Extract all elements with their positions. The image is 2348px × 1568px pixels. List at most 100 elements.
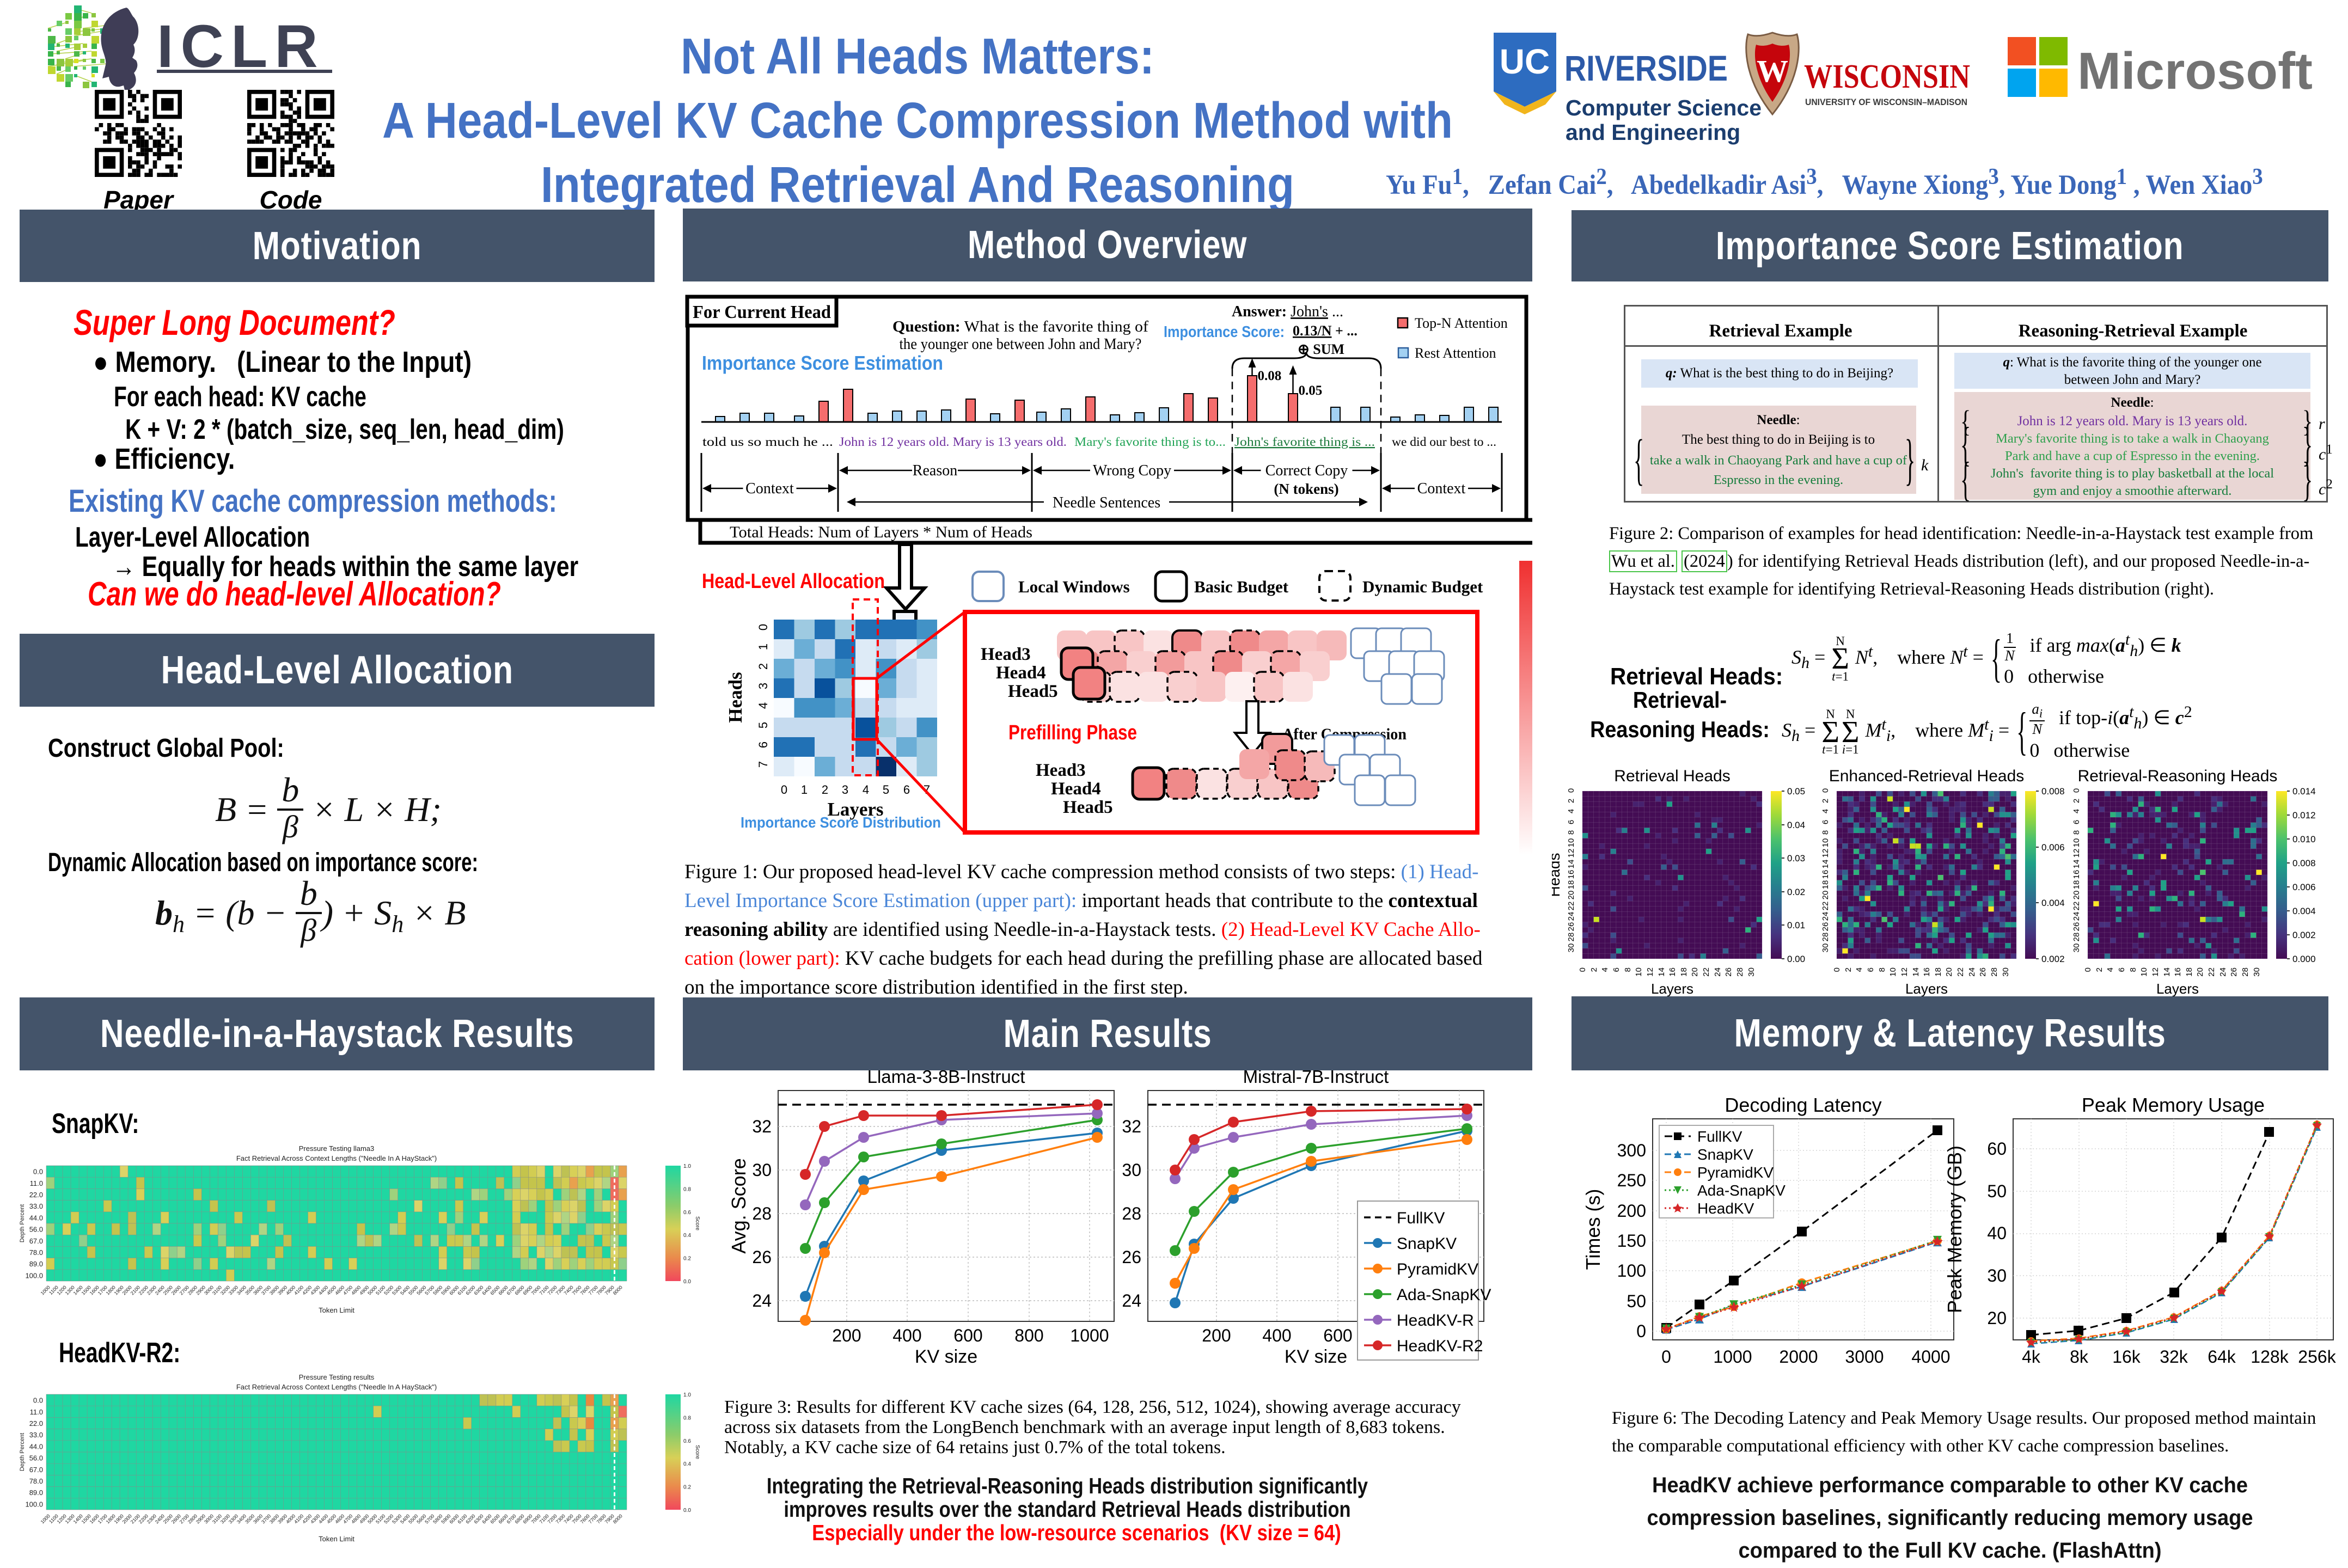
svg-text:Fact Retrieval Across Context: Fact Retrieval Across Context Lengths ("…: [236, 1154, 437, 1162]
svg-text:HeadKV-R: HeadKV-R: [1397, 1312, 1474, 1330]
svg-text:0.2: 0.2: [683, 1256, 691, 1262]
svg-text:0.8: 0.8: [683, 1186, 691, 1192]
svg-text:0: 0: [1661, 1347, 1671, 1367]
svg-text:18: 18: [2185, 967, 2194, 977]
svg-text:8000: 8000: [612, 1284, 623, 1296]
svg-text:1: 1: [756, 644, 770, 650]
svg-text:Layers: Layers: [1905, 981, 1948, 997]
svg-text:100: 100: [1617, 1261, 1646, 1281]
svg-text:Depth Percent: Depth Percent: [19, 1433, 26, 1471]
svg-text:0.008: 0.008: [2292, 858, 2316, 868]
svg-text:2: 2: [2095, 967, 2104, 972]
svg-text:4000: 4000: [1911, 1347, 1950, 1367]
svg-text:24: 24: [1122, 1291, 1141, 1310]
svg-text:3000: 3000: [1845, 1347, 1884, 1367]
svg-text:Pressure Testing results: Pressure Testing results: [299, 1373, 375, 1381]
svg-text:W: W: [1757, 53, 1788, 89]
svg-text:26: 26: [1821, 922, 1830, 932]
svg-text:30: 30: [1747, 967, 1756, 977]
svg-text:26: 26: [2229, 967, 2239, 977]
svg-text:Token Limit: Token Limit: [319, 1535, 354, 1543]
svg-text:Wrong Copy: Wrong Copy: [1093, 462, 1171, 479]
svg-text:0: 0: [1832, 967, 1842, 972]
svg-text:56.0: 56.0: [29, 1226, 43, 1234]
svg-text:20: 20: [1821, 891, 1830, 900]
svg-text:1000: 1000: [1713, 1347, 1752, 1367]
svg-text:28: 28: [1735, 967, 1745, 977]
svg-text:we did our best to ...: we did our best to ...: [1392, 435, 1496, 449]
svg-text:Score: Score: [694, 1216, 700, 1231]
svg-text:28: 28: [1122, 1204, 1141, 1223]
svg-text:20: 20: [2072, 891, 2081, 900]
svg-text:FullKV: FullKV: [1397, 1209, 1445, 1227]
svg-text:26: 26: [1978, 967, 1988, 977]
svg-text:30: 30: [1987, 1266, 2007, 1285]
svg-text:600: 600: [1323, 1326, 1352, 1345]
svg-text:28: 28: [1567, 933, 1576, 942]
svg-text:4: 4: [756, 702, 770, 709]
svg-text:Token Limit: Token Limit: [319, 1306, 354, 1314]
svg-text:50: 50: [1987, 1181, 2007, 1201]
svg-text:0.6: 0.6: [683, 1210, 691, 1216]
svg-text:16: 16: [1668, 967, 1677, 977]
svg-text:12: 12: [2151, 967, 2160, 977]
svg-text:Mistral-7B-Instruct: Mistral-7B-Instruct: [1243, 1070, 1389, 1087]
svg-text:128k: 128k: [2251, 1347, 2289, 1367]
svg-text:Enhanced-Retrieval Heads: Enhanced-Retrieval Heads: [1829, 767, 2025, 785]
svg-text:Heads: Heads: [725, 672, 746, 722]
svg-text:8: 8: [2129, 967, 2138, 972]
svg-text:14: 14: [1821, 860, 1830, 869]
svg-text:and Engineering: and Engineering: [1566, 120, 1740, 145]
svg-text:78.0: 78.0: [29, 1477, 43, 1485]
svg-text:Score: Score: [694, 1445, 700, 1460]
svg-text:20: 20: [1945, 967, 1954, 977]
svg-text:22: 22: [1956, 967, 1965, 977]
svg-text:Avg. Score: Avg. Score: [727, 1158, 750, 1253]
svg-text:30: 30: [2072, 944, 2081, 953]
svg-text:Rest Attention: Rest Attention: [1415, 345, 1496, 361]
svg-text:14: 14: [2162, 967, 2172, 977]
svg-text:0.04: 0.04: [1787, 820, 1805, 830]
svg-text:12: 12: [1567, 849, 1576, 858]
svg-text:12: 12: [1646, 967, 1655, 977]
svg-text:26: 26: [1724, 967, 1733, 977]
svg-text:Head4: Head4: [1051, 779, 1101, 799]
svg-text:28: 28: [2241, 967, 2250, 977]
svg-text:30: 30: [1567, 944, 1576, 953]
svg-text:12: 12: [2072, 849, 2081, 858]
svg-text:6: 6: [1821, 820, 1830, 824]
svg-text:22: 22: [2072, 902, 2081, 911]
svg-text:Peak Memory (GB): Peak Memory (GB): [1943, 1146, 1966, 1313]
svg-text:22.0: 22.0: [29, 1191, 43, 1199]
svg-text:16: 16: [2072, 870, 2081, 879]
svg-text:250: 250: [1617, 1171, 1646, 1190]
svg-text:4k: 4k: [2022, 1347, 2041, 1367]
svg-text:20: 20: [1567, 891, 1576, 900]
svg-text:2: 2: [756, 663, 770, 670]
svg-text:60: 60: [1987, 1139, 2007, 1159]
svg-text:John is 12 years old. Mary is: John is 12 years old. Mary is 13 years o…: [839, 435, 1067, 449]
svg-text:5: 5: [883, 783, 889, 797]
svg-text:22: 22: [1821, 902, 1830, 911]
svg-text:Total Heads: Num of Layers * N: Total Heads: Num of Layers * Num of Head…: [730, 523, 1032, 541]
svg-text:0.02: 0.02: [1787, 887, 1805, 897]
svg-text:200: 200: [1202, 1326, 1231, 1345]
svg-text:4: 4: [1821, 809, 1830, 813]
svg-text:Head3: Head3: [981, 645, 1031, 664]
svg-text:6: 6: [1567, 820, 1576, 824]
svg-text:32: 32: [1122, 1117, 1141, 1136]
svg-text:8: 8: [1623, 967, 1632, 972]
svg-text:10: 10: [1821, 838, 1830, 848]
svg-text:Generation Length: Generation Length: [1722, 1372, 1884, 1375]
svg-text:10: 10: [2139, 967, 2149, 977]
svg-text:24: 24: [752, 1291, 772, 1310]
svg-text:24: 24: [1567, 912, 1576, 921]
svg-text:0: 0: [1821, 788, 1830, 793]
svg-text:Importance Score:: Importance Score:: [1164, 323, 1285, 341]
svg-text:Pressure Testing llama3: Pressure Testing llama3: [299, 1144, 375, 1153]
svg-text:20: 20: [2196, 967, 2205, 977]
svg-text:26: 26: [752, 1247, 772, 1267]
svg-text:Fact Retrieval Across Context: Fact Retrieval Across Context Lengths ("…: [236, 1383, 437, 1391]
svg-text:0.0: 0.0: [33, 1168, 43, 1176]
svg-text:30: 30: [1821, 944, 1830, 953]
